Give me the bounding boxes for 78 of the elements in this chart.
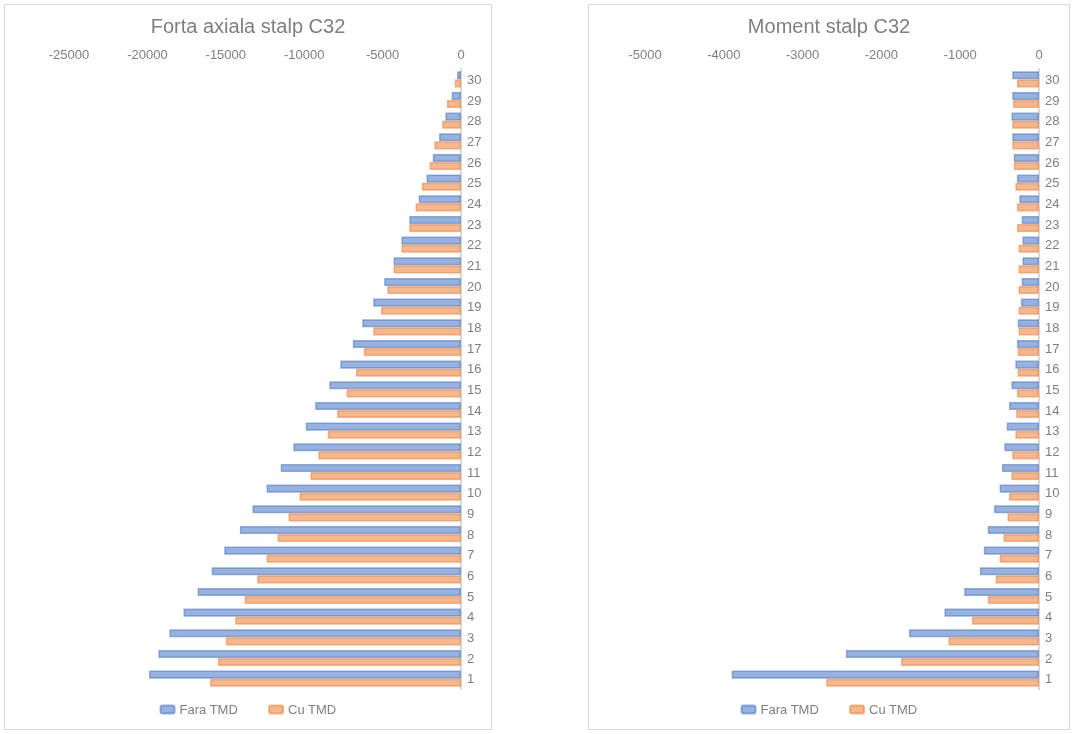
y-tick-label: 4 (1045, 609, 1053, 625)
x-tick-label: -3000 (785, 47, 820, 62)
y-tick-label: 12 (1045, 443, 1060, 459)
y-tick-label: 20 (467, 278, 482, 294)
y-tick-label: 9 (1045, 505, 1053, 521)
x-tick-label: -20000 (127, 47, 168, 62)
y-tick-label: 30 (1045, 71, 1060, 87)
x-tick-label: -5000 (628, 47, 662, 62)
y-tick-label: 13 (1045, 423, 1060, 439)
y-tick-label: 30 (467, 71, 482, 87)
y-tick-label: 27 (1045, 133, 1060, 149)
y-tick-label: 17 (467, 340, 482, 356)
y-tick-label: 28 (1045, 113, 1060, 129)
y-tick-label: 25 (467, 175, 482, 191)
y-tick-label: 11 (467, 464, 481, 480)
legend-label: Fara TMD (179, 702, 238, 717)
x-tick-label: -5000 (365, 47, 400, 62)
x-tick-label: -1000 (943, 47, 977, 62)
y-tick-label: 28 (467, 113, 482, 129)
y-tick-label: 1 (467, 671, 475, 687)
y-tick-label: 29 (467, 92, 482, 108)
y-tick-label: 15 (467, 381, 482, 397)
x-tick-label: -25000 (48, 47, 90, 62)
y-tick-label: 7 (467, 547, 475, 563)
y-tick-label: 26 (467, 154, 482, 170)
y-tick-label: 6 (467, 567, 475, 583)
y-tick-label: 19 (1045, 299, 1060, 315)
y-tick-label: 16 (467, 361, 482, 377)
legend-label: Fara TMD (760, 702, 819, 717)
y-tick-label: 21 (1045, 257, 1060, 273)
y-tick-label: 7 (1045, 547, 1053, 563)
y-tick-label: 25 (1045, 175, 1060, 191)
y-tick-label: 23 (467, 216, 482, 232)
y-tick-label: 20 (1045, 278, 1060, 294)
chart-title: Moment stalp C32 (747, 15, 911, 37)
y-tick-label: 10 (1045, 485, 1060, 501)
y-tick-label: 2 (467, 650, 475, 666)
y-tick-label: 3 (1045, 629, 1053, 645)
x-tick-label: -4000 (707, 47, 741, 62)
y-tick-label: 24 (1045, 195, 1060, 211)
y-tick-label: 6 (1045, 567, 1053, 583)
y-tick-label: 17 (1045, 340, 1060, 356)
y-tick-label: 22 (467, 237, 482, 253)
y-tick-label: 27 (467, 133, 482, 149)
x-tick-label: -10000 (283, 47, 325, 62)
y-tick-label: 14 (467, 402, 482, 418)
y-tick-label: 26 (1045, 154, 1060, 170)
y-tick-label: 14 (1045, 402, 1060, 418)
y-tick-label: 18 (467, 319, 482, 335)
y-tick-label: 23 (1045, 216, 1060, 232)
y-tick-label: 24 (467, 195, 482, 211)
legend-label: Cu TMD (288, 702, 337, 717)
y-tick-label: 13 (467, 423, 482, 439)
y-tick-label: 10 (467, 485, 482, 501)
x-tick-label: -15000 (205, 47, 247, 62)
y-tick-label: 22 (1045, 237, 1060, 253)
y-tick-label: 12 (467, 443, 482, 459)
legend-label: Cu TMD (869, 702, 918, 717)
y-tick-label: 4 (467, 609, 475, 625)
y-tick-label: 19 (467, 299, 482, 315)
y-tick-label: 2 (1045, 650, 1053, 666)
y-tick-label: 1 (1045, 671, 1053, 687)
chart-title: Forta axiala stalp C32 (150, 15, 346, 37)
y-tick-label: 21 (467, 257, 482, 273)
y-tick-label: 5 (1045, 588, 1053, 604)
y-tick-label: 5 (467, 588, 475, 604)
x-tick-label: 0 (1035, 47, 1043, 62)
x-tick-label: 0 (457, 47, 465, 62)
y-tick-label: 9 (467, 505, 475, 521)
y-tick-label: 29 (1045, 92, 1060, 108)
y-tick-label: 3 (467, 629, 475, 645)
y-tick-label: 8 (467, 526, 475, 542)
y-tick-label: 16 (1045, 361, 1060, 377)
y-tick-label: 18 (1045, 319, 1060, 335)
x-tick-label: -2000 (864, 47, 899, 62)
y-tick-label: 11 (1045, 464, 1059, 480)
y-tick-label: 8 (1045, 526, 1053, 542)
y-tick-label: 15 (1045, 381, 1060, 397)
